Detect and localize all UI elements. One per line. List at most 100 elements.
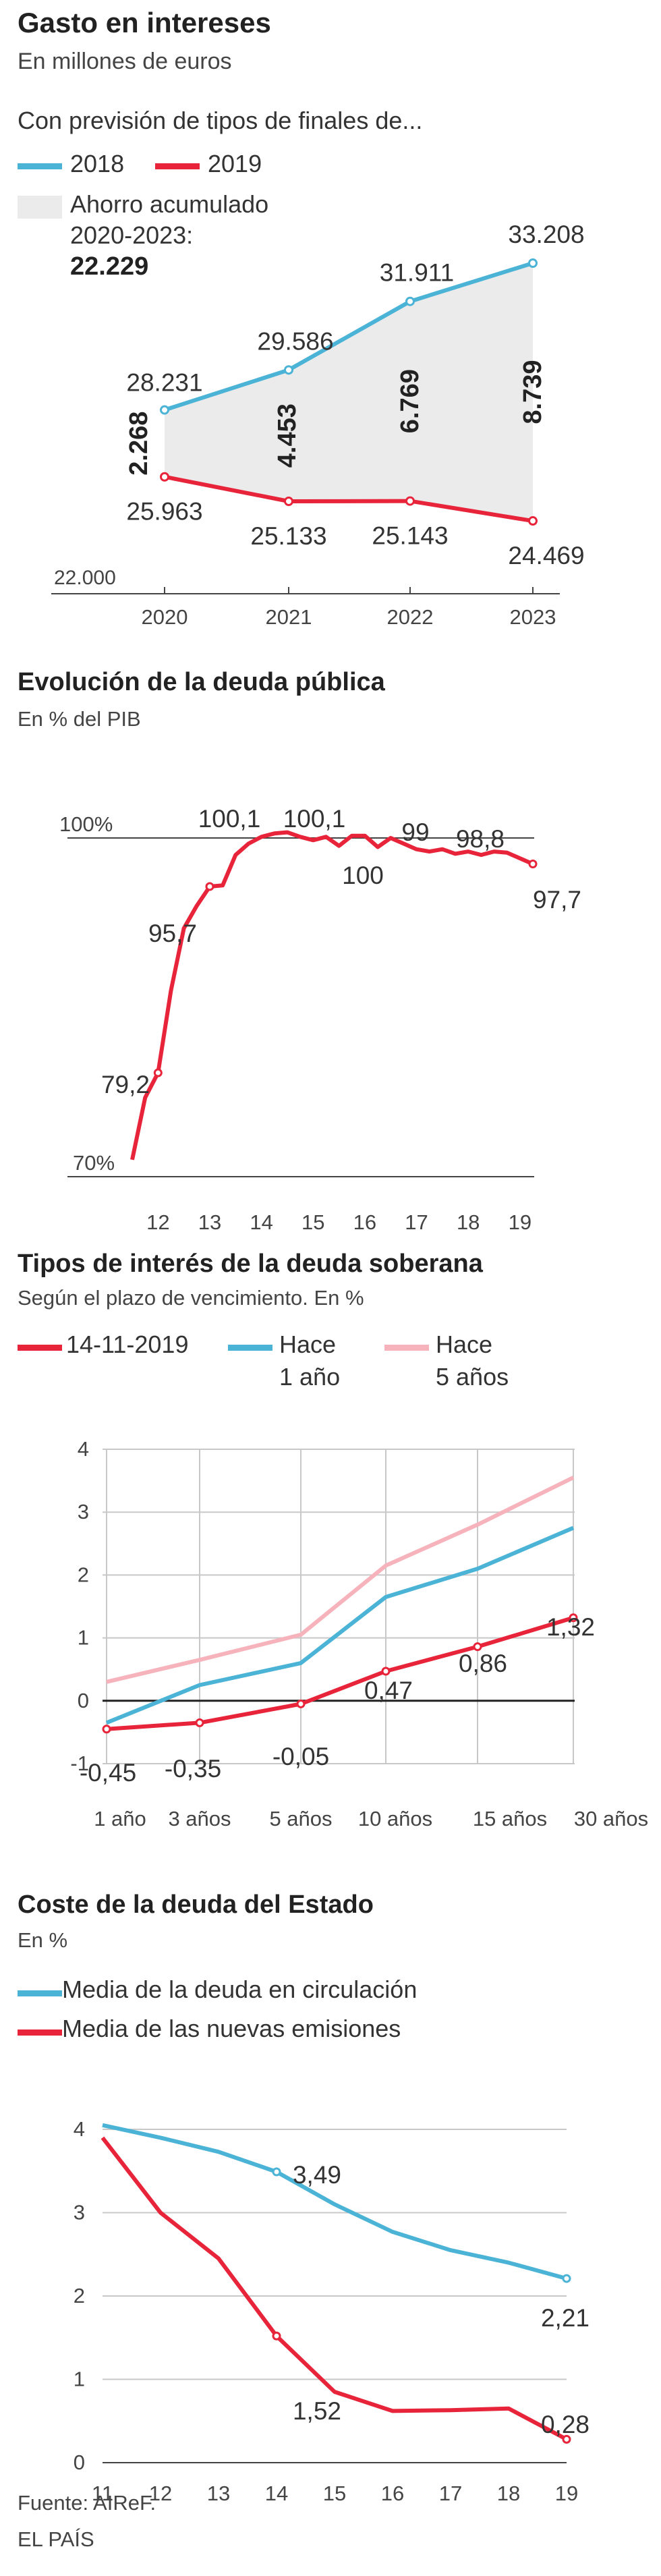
x-tick-label: 16 [353, 1210, 376, 1234]
x-tick-label: 18 [497, 2482, 520, 2505]
legend-label-1y-line1: Hace [279, 1331, 337, 1358]
data-point-2019 [405, 496, 415, 506]
data-point-2018 [160, 405, 169, 415]
x-tick-label: 1 año [94, 1807, 146, 1830]
legend-swatch-2019 [155, 163, 200, 169]
data-label: 79,2 [101, 1071, 150, 1098]
y-tick-label: 4 [74, 2117, 85, 2141]
data-point-2018 [405, 296, 415, 306]
state-debt-cost-panel: Coste de la deuda del Estado En % Media … [0, 1869, 661, 2505]
chart-subtitle: Según el plazo de vencimiento. En % [18, 1286, 364, 1310]
data-label-2019: 25.963 [126, 498, 202, 526]
data-label: 0,28 [541, 2411, 590, 2438]
data-label-current: -0,35 [165, 1755, 221, 1783]
x-tick-label: 18 [457, 1210, 480, 1234]
data-point-new-issues [562, 2434, 571, 2444]
new-issues-line [100, 2136, 568, 2442]
y-tick-label: 4 [78, 1437, 89, 1461]
x-tick-label: 12 [146, 1210, 169, 1234]
data-label: 100,1 [283, 805, 346, 833]
y-tick-label: 2 [78, 1563, 89, 1586]
y-tick-label: 100% [59, 812, 113, 836]
data-label-2018: 33.208 [508, 221, 584, 248]
data-label-2019: 25.133 [250, 522, 326, 550]
data-label: 2,21 [541, 2304, 590, 2332]
y-tick-label: 3 [74, 2201, 85, 2224]
legend-swatch-2018 [18, 163, 62, 169]
y-tick-label: 3 [78, 1500, 89, 1523]
legend-swatch-new-issues [18, 2029, 62, 2036]
sovereign-rates-panel: Tipos de interés de la deuda soberana Se… [0, 1241, 661, 1849]
x-tick-label: 5 años [269, 1807, 332, 1830]
chart-subtitle: En millones de euros [18, 49, 232, 74]
chart-subtitle: En % del PIB [18, 707, 141, 731]
data-point-outstanding [272, 2167, 281, 2177]
data-point-2019 [528, 516, 538, 526]
x-tick-label: 13 [207, 2482, 230, 2505]
legend-label-2018: 2018 [70, 150, 125, 177]
data-point-2019 [160, 472, 169, 482]
data-point-outstanding [562, 2274, 571, 2283]
legend-label-5y-line2: 5 años [436, 1363, 509, 1391]
x-tick-label: 30 años [574, 1807, 648, 1830]
sovereign-rates-chart: 4 3 2 1 0 -1 1 año 3 años 5 años 10 años 15 años 30… [70, 1437, 648, 1830]
y-tick-label: -1 [70, 1752, 89, 1775]
y-tick-label: 0 [78, 1689, 89, 1712]
legend-label-new-issues: Media de las nuevas emisiones [62, 2015, 401, 2042]
rate-line-5y [106, 1476, 575, 1684]
rate-line-current [106, 1615, 574, 1731]
x-tick-label: 12 [149, 2482, 172, 2505]
y-tick-label: 22.000 [54, 567, 116, 589]
data-point-current [296, 1699, 306, 1708]
data-label: 1,52 [293, 2397, 341, 2425]
x-tick-label: 19 [555, 2482, 578, 2505]
data-label: 100 [342, 862, 384, 889]
data-label: 95,7 [148, 920, 197, 947]
data-label-2018: 31.911 [380, 259, 454, 287]
legend-swatch-outstanding [18, 1990, 62, 1996]
data-point [205, 882, 214, 891]
x-tick-label: 14 [265, 2482, 288, 2505]
data-point-2018 [284, 365, 293, 375]
legend-swatch-5y [384, 1345, 429, 1351]
savings-label: 6.769 [396, 369, 424, 433]
data-point-current [569, 1613, 578, 1623]
legend-swatch-current [18, 1345, 62, 1351]
series-line-2019 [164, 474, 534, 524]
savings-label: 4.453 [273, 403, 301, 468]
data-label-current: 0,47 [364, 1677, 413, 1704]
data-label-2019: 24.469 [508, 542, 584, 569]
legend-swatch-savings [18, 196, 62, 219]
chart-title: Gasto en intereses [18, 7, 271, 38]
chart-title: Coste de la deuda del Estado [18, 1891, 374, 1919]
x-tick-label: 17 [405, 1210, 428, 1234]
public-debt-chart: 100% 70% 12 13 14 15 16 17 18 19 79,2 95,7 100,1 100,… [59, 805, 581, 1234]
x-tick-label: 15 años [473, 1807, 547, 1830]
x-tick-label: 16 [381, 2482, 404, 2505]
x-tick-label: 19 [509, 1210, 531, 1234]
data-point-current [195, 1718, 204, 1727]
source-note: Fuente: AIReF. [18, 2491, 156, 2515]
legend-savings-line1: Ahorro acumulado [70, 190, 269, 218]
legend-title: Con previsión de tipos de finales de... [18, 107, 423, 134]
data-label: 100,1 [198, 805, 261, 833]
data-label: 99 [401, 818, 429, 846]
brand-footer: EL PAÍS [18, 2527, 94, 2551]
x-tick-label: 13 [198, 1210, 221, 1234]
savings-label: 8.739 [519, 360, 547, 424]
data-point-current [381, 1667, 391, 1676]
x-tick-label: 14 [250, 1210, 272, 1234]
y-tick-label: 1 [78, 1626, 89, 1650]
legend-label-5y-line1: Hace [436, 1331, 493, 1358]
data-point-2019 [284, 497, 293, 507]
legend-savings-line2: 2020-2023: [70, 221, 194, 249]
x-tick-label: 2020 [142, 605, 188, 629]
interest-expense-panel: Gasto en intereses En millones de euros … [0, 0, 661, 629]
chart-title: Evolución de la deuda pública [18, 668, 385, 696]
x-tick-label: 2021 [266, 605, 312, 629]
outstanding-debt-line [102, 2123, 567, 2280]
legend-label-1y-line2: 1 año [279, 1363, 341, 1391]
savings-label: 2.268 [125, 412, 153, 476]
debt-line [130, 830, 534, 1160]
